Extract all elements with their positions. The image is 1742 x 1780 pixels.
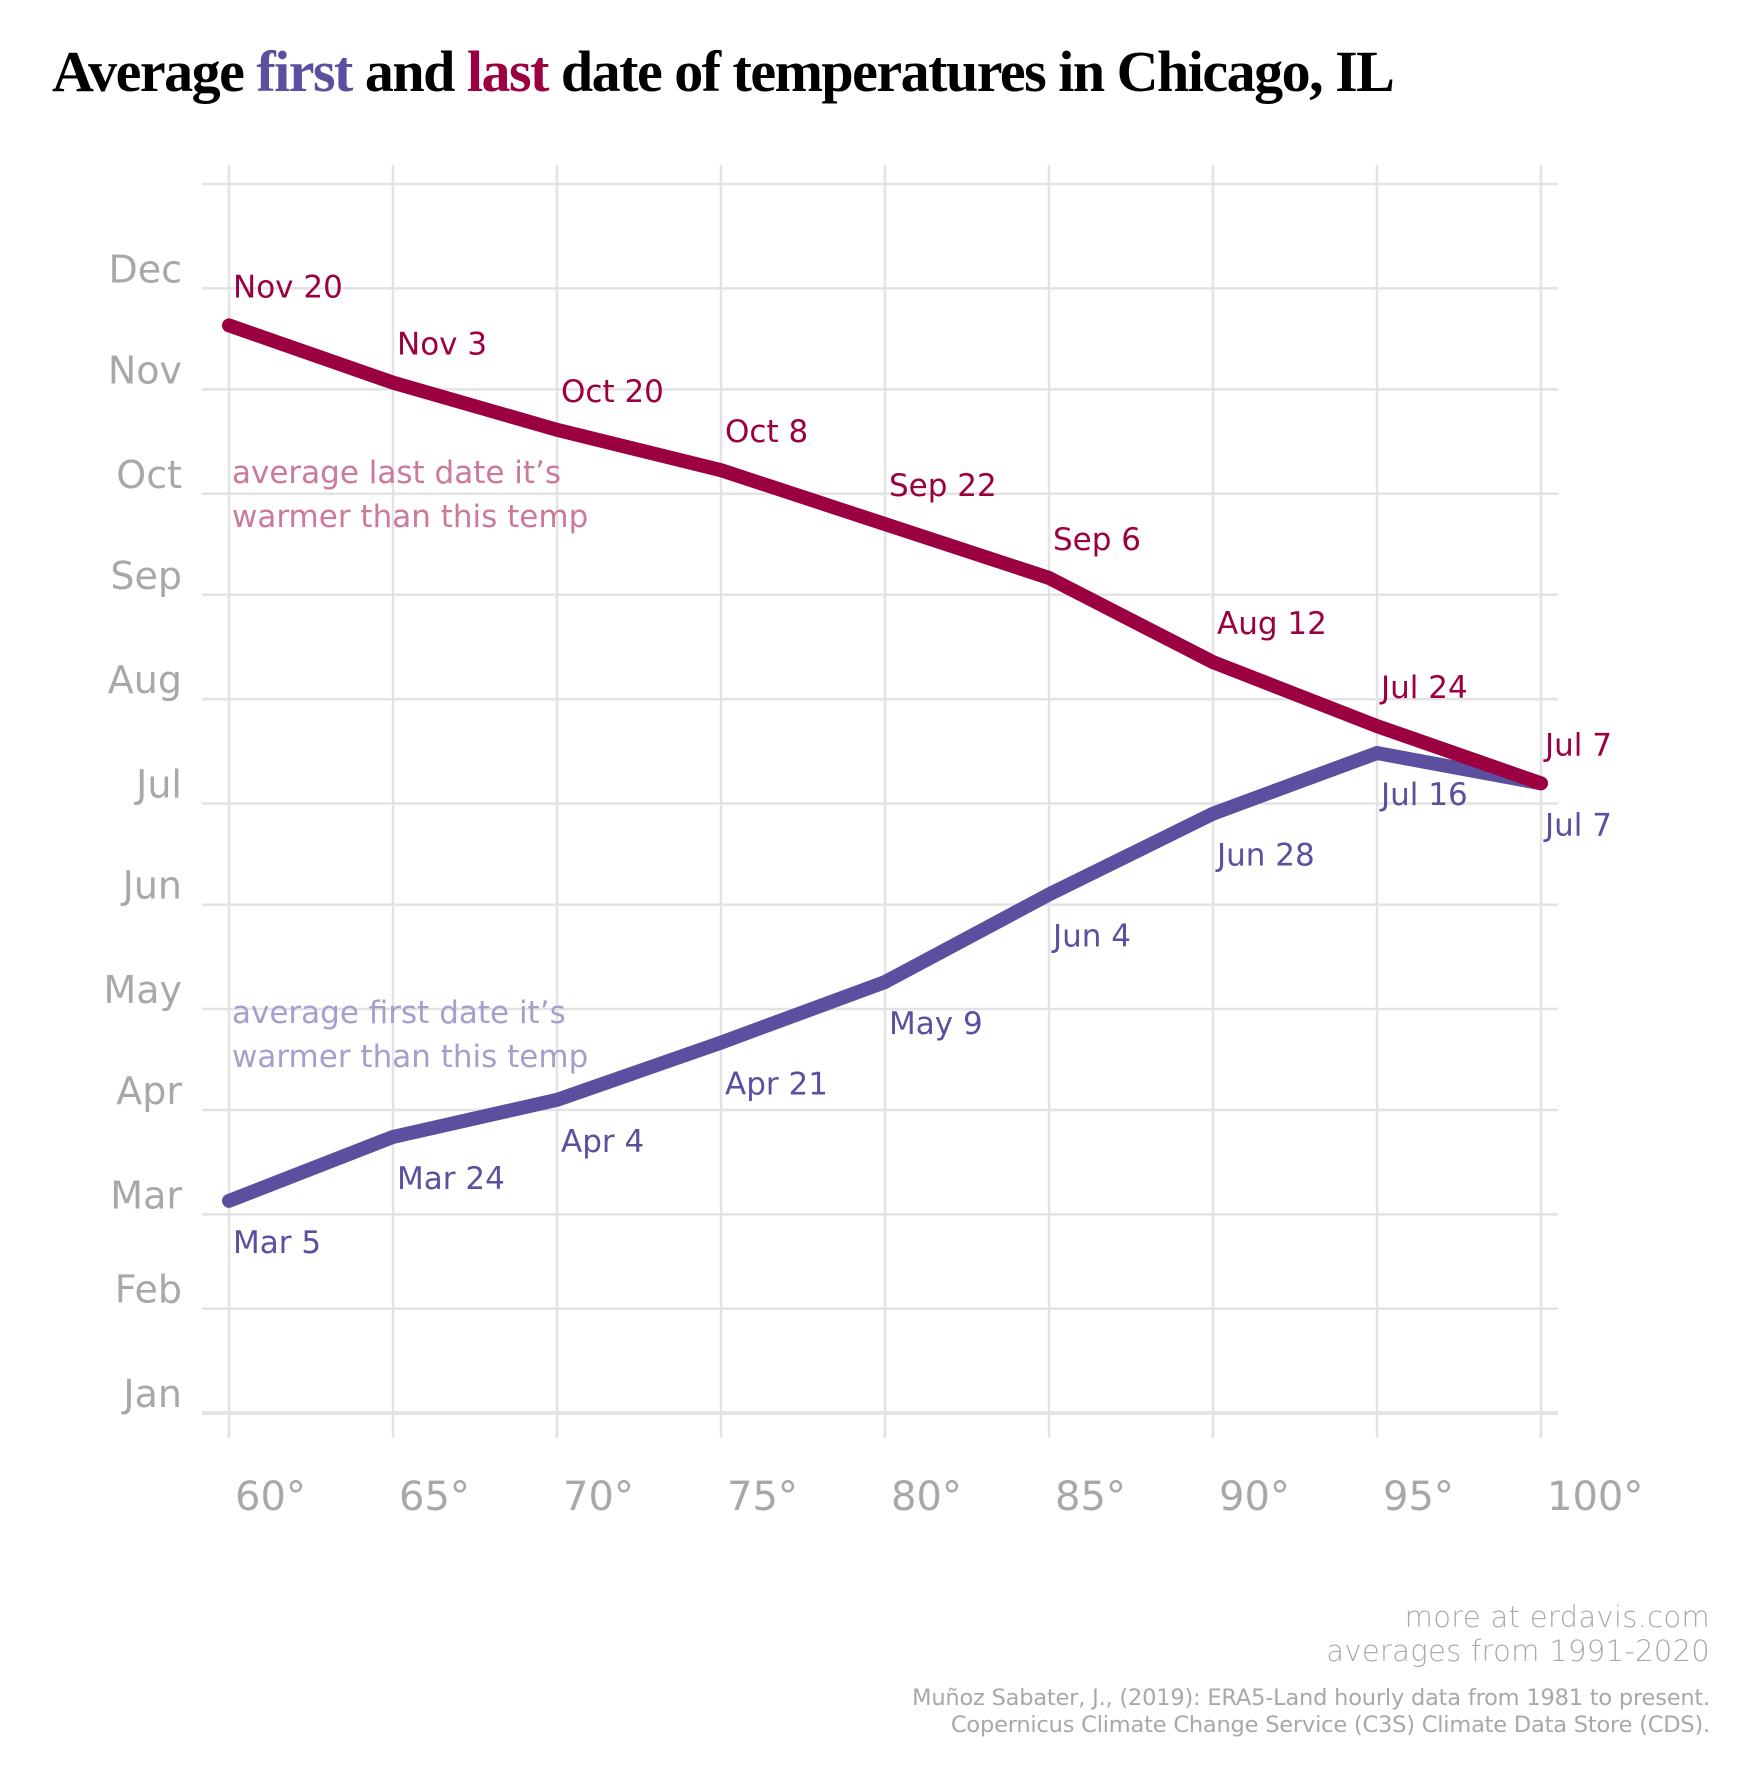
title-last-word: last <box>466 39 550 104</box>
point-label-last: Sep 6 <box>1053 522 1141 558</box>
x-tick-label: 65° <box>399 1474 470 1520</box>
footer-averages-range: averages from 1991-2020 <box>1326 1634 1710 1668</box>
x-tick-label: 90° <box>1219 1474 1290 1520</box>
line-chart: Jan Feb Mar Apr May Jun Jul Aug Sep Oct Nov Dec 60°… <box>103 165 1643 1520</box>
annotations: average last date it’s warmer than this t… <box>232 455 588 1075</box>
footer-credits: more at erdavis.com averages from 1991-2… <box>1326 1600 1710 1668</box>
x-tick-label: 95° <box>1383 1474 1454 1520</box>
grid <box>202 165 1558 1438</box>
point-label-first: Apr 21 <box>725 1067 828 1103</box>
y-axis: Jan Feb Mar Apr May Jun Jul Aug Sep Oct Nov Dec <box>103 247 182 1416</box>
title-prefix: Average <box>52 39 257 104</box>
point-label-last: Oct 8 <box>725 414 808 450</box>
annotation-first: average first date it’s warmer than this … <box>232 995 588 1075</box>
point-label-last: Oct 20 <box>561 374 664 410</box>
point-label-first: Mar 24 <box>397 1161 505 1197</box>
annotation-last-line: average last date it’s <box>232 455 561 491</box>
annotation-last-line: warmer than this temp <box>232 499 588 535</box>
point-labels: Nov 20 Mar 5 Nov 3 Mar 24 Oct 20 Apr 4 Oct 8 Ap… <box>233 269 1612 1260</box>
chart-title: Average first and last date of temperatu… <box>52 38 1395 105</box>
point-label-last: Nov 3 <box>397 327 487 363</box>
title-middle: and <box>351 39 467 104</box>
y-tick-label: Nov <box>108 348 182 392</box>
series <box>222 318 1548 1208</box>
footer-website: more at erdavis.com <box>1404 1600 1710 1634</box>
y-tick-label: May <box>103 968 182 1012</box>
citation-line-1: Muñoz Sabater, J., (2019): ERA5-Land hou… <box>912 1685 1710 1711</box>
x-axis: 60° 65° 70° 75° 80° 85° 90° 95° 100° <box>235 1474 1643 1520</box>
x-tick-label: 80° <box>891 1474 962 1520</box>
point-label-first: Apr 4 <box>561 1124 644 1160</box>
title-suffix: date of temperatures in Chicago, IL <box>547 39 1395 104</box>
y-tick-label: Aug <box>108 658 182 702</box>
title-first-word: first <box>256 39 353 104</box>
point-label-last: Jul 7 <box>1543 727 1612 763</box>
y-tick-label: Jun <box>121 864 182 908</box>
y-tick-label: Jul <box>134 763 182 807</box>
citation-line-2: Copernicus Climate Change Service (C3S) … <box>950 1712 1710 1738</box>
point-label-first: Jul 7 <box>1543 807 1612 843</box>
x-tick-label: 75° <box>727 1474 798 1520</box>
point-label-first: Jul 16 <box>1379 777 1468 813</box>
y-tick-label: Mar <box>110 1173 182 1217</box>
x-tick-label: 85° <box>1055 1474 1126 1520</box>
point-label-last: Aug 12 <box>1217 606 1327 642</box>
point-label-first: Mar 5 <box>233 1225 321 1261</box>
x-tick-label: 60° <box>235 1474 306 1520</box>
point-label-last: Jul 24 <box>1379 670 1468 706</box>
point-label-first: Jun 4 <box>1051 918 1131 954</box>
x-tick-label: 100° <box>1547 1474 1643 1520</box>
x-tick-label: 70° <box>563 1474 634 1520</box>
point-label-first: May 9 <box>889 1006 983 1042</box>
y-tick-label: Apr <box>116 1069 182 1113</box>
annotation-last: average last date it’s warmer than this t… <box>232 455 588 535</box>
annotation-first-line: average first date it’s <box>232 995 566 1031</box>
point-label-last: Sep 22 <box>889 468 997 504</box>
annotation-first-line: warmer than this temp <box>232 1039 588 1075</box>
y-tick-label: Dec <box>108 247 182 291</box>
point-label-first: Jun 28 <box>1215 838 1315 874</box>
y-tick-label: Oct <box>116 453 182 497</box>
footer-citation: Muñoz Sabater, J., (2019): ERA5-Land hou… <box>912 1685 1710 1739</box>
y-tick-label: Sep <box>110 554 182 598</box>
y-tick-label: Feb <box>115 1268 182 1312</box>
point-label-last: Nov 20 <box>233 269 343 305</box>
y-tick-label: Jan <box>121 1372 182 1416</box>
